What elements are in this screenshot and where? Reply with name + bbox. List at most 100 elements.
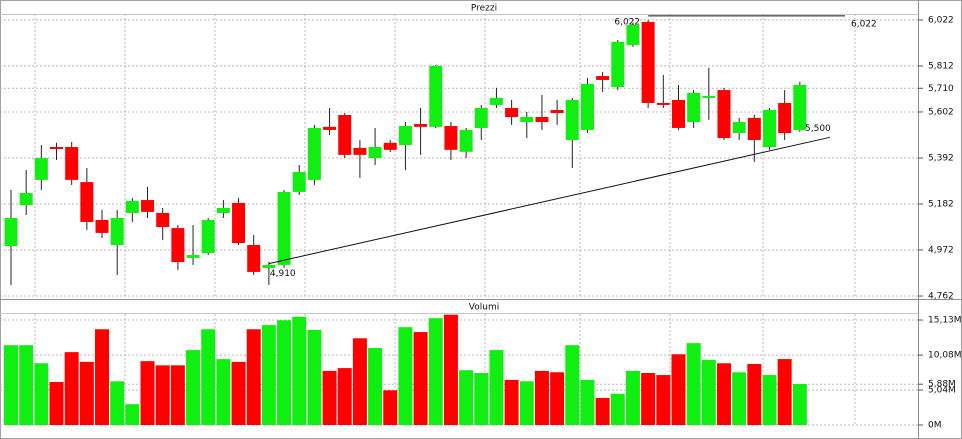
volume-bar <box>337 368 352 425</box>
volume-bar <box>625 370 640 425</box>
candle-body <box>232 202 246 243</box>
candle-body <box>687 92 701 123</box>
candle-body <box>65 147 79 180</box>
volume-bar <box>186 350 201 425</box>
volume-bar <box>125 404 140 425</box>
y-tick-label: 4,762 <box>928 292 954 302</box>
volume-bar <box>49 381 64 425</box>
volume-bar <box>762 375 777 425</box>
volume-bar <box>656 375 671 425</box>
candle-body <box>656 102 670 105</box>
volume-bar <box>261 325 276 425</box>
volume-bar <box>610 393 625 425</box>
trendline-label: 5,500 <box>805 124 831 134</box>
candle-body <box>201 219 215 254</box>
volume-bar <box>595 397 610 425</box>
volume-bar <box>95 329 110 425</box>
y-tick-label: 5,812 <box>928 61 954 71</box>
y-tick-label: 5,88M <box>928 380 956 390</box>
candle-body <box>596 76 610 80</box>
volume-bar <box>110 381 125 425</box>
candle-body <box>34 157 48 180</box>
candle-body <box>732 122 746 133</box>
volume-bar <box>580 379 595 425</box>
candle-body <box>580 83 594 130</box>
candle-body <box>489 97 503 105</box>
candle-body <box>262 264 276 268</box>
trendline-label: 4,910 <box>270 269 296 279</box>
volume-bar <box>140 361 155 425</box>
volume-bar <box>732 372 747 425</box>
candle-body <box>429 65 443 127</box>
y-tick-label: 15,13M <box>928 316 962 326</box>
candle-body <box>80 182 94 222</box>
candle-body <box>110 218 124 245</box>
volume-bar <box>34 363 49 425</box>
candle-body <box>186 255 200 258</box>
candle-body <box>95 219 109 233</box>
candle-body <box>338 115 352 155</box>
candle-body <box>535 116 549 123</box>
volume-bar <box>383 390 398 425</box>
y-tick-label: 5,04M <box>928 386 956 396</box>
peak-label: 6,022 <box>614 17 640 27</box>
volume-bar <box>201 329 216 425</box>
candle-body <box>383 142 397 150</box>
candle-body <box>141 200 155 212</box>
volume-bar <box>368 347 383 425</box>
candle-body <box>4 218 18 247</box>
volume-bar <box>489 350 504 425</box>
volume-bar <box>519 381 534 425</box>
candle-body <box>550 109 564 114</box>
volume-bar <box>792 384 807 425</box>
candle-body <box>323 126 337 130</box>
volume-bar <box>565 345 580 425</box>
volume-bar <box>322 370 337 425</box>
candle-body <box>641 21 655 103</box>
volume-bar <box>79 361 94 425</box>
volume-bar <box>292 316 307 425</box>
volume-bar <box>428 318 443 425</box>
candle-body <box>171 228 185 263</box>
candle-body <box>353 147 367 155</box>
volume-bar <box>19 345 34 425</box>
volume-bar <box>352 338 367 425</box>
candle-body <box>444 125 458 150</box>
price-title: Prezzi <box>471 4 497 14</box>
candle-body <box>474 108 488 128</box>
y-tick-label: 6,022 <box>928 15 954 25</box>
candle-body <box>702 95 716 98</box>
volume-bar <box>231 361 246 425</box>
y-tick-label: 10,08M <box>928 351 962 361</box>
volume-bar <box>671 354 686 425</box>
candle-body <box>671 99 685 128</box>
volume-bar <box>307 329 322 425</box>
candle-body <box>611 41 625 87</box>
candle-body <box>216 207 230 213</box>
candle-body <box>520 116 534 123</box>
volume-bar <box>716 363 731 425</box>
volume-bar <box>398 327 413 425</box>
candle-body <box>565 99 579 141</box>
y-tick-label: 4,972 <box>928 246 954 256</box>
volume-bar <box>443 314 458 425</box>
volume-bar <box>155 365 170 425</box>
y-tick-label: 5,182 <box>928 199 954 209</box>
volume-bar <box>534 370 549 425</box>
volume-bar <box>64 352 79 425</box>
candle-body <box>307 127 321 180</box>
y-tick-label: 0M <box>928 421 942 431</box>
volume-bar <box>170 365 185 425</box>
candle-body <box>414 124 428 127</box>
trendline <box>268 136 831 265</box>
peak-label: 6,022 <box>851 19 877 29</box>
volume-bar <box>777 359 792 425</box>
volume-bar <box>474 372 489 425</box>
volume-bar <box>277 320 292 425</box>
candle-body <box>459 129 473 152</box>
volume-bar <box>413 332 428 425</box>
volume-bar <box>686 343 701 425</box>
candle-body <box>50 147 64 149</box>
volume-bar <box>504 379 519 425</box>
